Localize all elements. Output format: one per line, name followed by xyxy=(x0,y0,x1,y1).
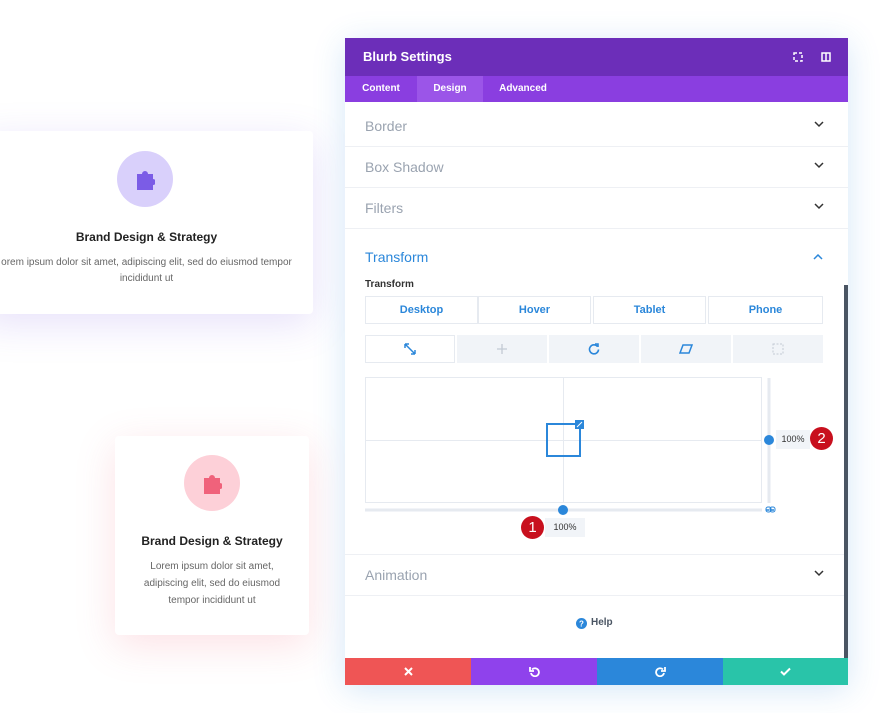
device-tab[interactable]: Desktop xyxy=(365,296,478,324)
device-tab[interactable]: Tablet xyxy=(593,296,706,324)
card-text: orem ipsum dolor sit amet, adipiscing el… xyxy=(1,257,292,268)
icon xyxy=(588,343,600,355)
fullscreen-icon[interactable] xyxy=(793,52,803,62)
translate-tool[interactable] xyxy=(457,335,547,363)
tab-bar: Content Design Advanced xyxy=(345,76,848,102)
tab-active[interactable]: Design xyxy=(417,76,483,102)
discard-button[interactable] xyxy=(345,658,471,685)
card-title: Brand Design & Strategy xyxy=(75,230,218,244)
rotate-tool[interactable] xyxy=(549,335,639,363)
help-icon: ? xyxy=(576,618,587,629)
help-link[interactable]: Help xyxy=(591,617,613,628)
sidebar-icon[interactable] xyxy=(821,52,831,62)
undo-button[interactable] xyxy=(471,658,597,685)
blurb-card: Brand Design & Strategy Lorem ipsum dolo… xyxy=(115,436,309,635)
section[interactable]: Animation xyxy=(345,555,848,596)
panel-header: Blurb Settings xyxy=(345,38,848,76)
icon xyxy=(528,667,540,677)
section[interactable]: Box Shadow xyxy=(345,147,848,188)
card-text: incididunt ut xyxy=(119,273,174,284)
transform-preview xyxy=(365,377,776,515)
tab[interactable]: Content xyxy=(362,83,400,94)
tab[interactable]: Design xyxy=(433,83,467,94)
y-scale-value[interactable]: 100% xyxy=(776,430,810,449)
panel-title: Blurb Settings xyxy=(363,49,452,64)
field-label: Transform xyxy=(365,279,414,290)
chevron xyxy=(814,162,824,169)
blurb-card: Brand Design & Strategy orem ipsum dolor… xyxy=(0,131,313,314)
chevron[interactable] xyxy=(813,253,823,261)
svg-text:?: ? xyxy=(579,620,584,629)
section-label: Filters xyxy=(365,200,404,216)
scrollbar[interactable] xyxy=(844,285,848,658)
icon xyxy=(497,344,507,354)
section-label[interactable]: Transform xyxy=(365,249,429,265)
save-button[interactable] xyxy=(723,658,848,685)
x-scale-value[interactable]: 100% xyxy=(545,518,585,537)
device-tab[interactable]: Phone xyxy=(708,296,823,324)
section[interactable]: Filters xyxy=(345,188,848,229)
scale-tool[interactable] xyxy=(365,335,455,363)
puzzle-icon xyxy=(204,475,222,494)
badge: 1 xyxy=(521,516,544,539)
device-tab[interactable]: Hover xyxy=(478,296,591,324)
section-label: Border xyxy=(365,118,408,134)
divider xyxy=(345,554,848,555)
tab[interactable]: Advanced xyxy=(499,83,547,94)
icon xyxy=(780,667,791,676)
section[interactable]: Border xyxy=(345,106,848,147)
chevron xyxy=(814,121,824,128)
icon xyxy=(654,667,666,677)
card-text: adipiscing elit, sed do eiusmod xyxy=(143,578,281,589)
origin-tool[interactable] xyxy=(733,335,823,363)
redo-button[interactable] xyxy=(597,658,723,685)
badge: 2 xyxy=(810,427,833,450)
icon xyxy=(404,343,416,355)
puzzle-icon xyxy=(137,171,155,190)
card-title: Brand Design & Strategy xyxy=(141,534,283,548)
chevron xyxy=(814,570,824,577)
icon xyxy=(772,343,784,355)
skew-tool[interactable] xyxy=(641,335,731,363)
icon-circle xyxy=(117,151,173,207)
icon xyxy=(679,344,693,354)
chevron xyxy=(814,203,824,210)
card-text: Lorem ipsum dolor sit amet, xyxy=(150,561,274,572)
icon xyxy=(403,667,413,676)
icon-circle xyxy=(184,455,240,511)
card-text: tempor incididunt ut xyxy=(168,595,256,606)
section-label: Box Shadow xyxy=(365,159,444,175)
section-label: Animation xyxy=(365,567,428,583)
